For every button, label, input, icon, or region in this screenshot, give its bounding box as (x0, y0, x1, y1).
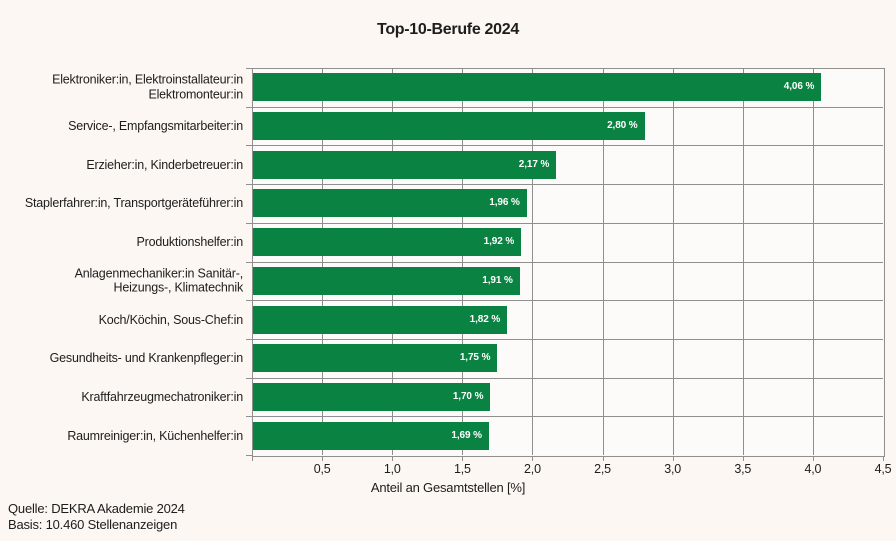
bar-value-label: 1,96 % (489, 197, 520, 209)
bar-value-label: 1,92 % (483, 236, 515, 248)
category-label: Raumreiniger:in, Küchenhelfer:in (67, 428, 243, 443)
gridline-horizontal (252, 377, 883, 379)
bar-value-label: 2,17 % (518, 158, 550, 170)
bar-value-label: 1,82 % (469, 313, 501, 325)
x-tick-mark (322, 456, 324, 461)
gridline-horizontal (252, 145, 883, 147)
category-label: Gesundheits- und Krankenpfleger:in (49, 351, 244, 365)
x-tick-mark (462, 456, 464, 461)
y-tick-mark (246, 416, 252, 418)
bar-value-label: 1,91 % (482, 274, 513, 286)
x-tick-mark (812, 456, 814, 461)
x-tick-mark (883, 456, 884, 461)
chart-title: Top-10-Berufe 2024 (377, 21, 519, 38)
category-label: Kraftfahrzeugmechatroniker:in (81, 389, 243, 404)
bar: 1,69 % (252, 421, 489, 450)
y-tick-mark (246, 68, 252, 69)
x-tick-label: 2,0 (524, 462, 541, 476)
bar: 1,92 % (252, 228, 522, 257)
source-line: Basis: 10.460 Stellenanzeigen (8, 517, 178, 532)
category-label: Staplerfahrer:in, Transportgeräteführer:… (24, 196, 243, 211)
bar: 1,96 % (252, 189, 527, 218)
bar: 2,17 % (252, 150, 557, 179)
gridline-horizontal (252, 222, 883, 224)
x-tick-mark (672, 456, 674, 461)
y-tick-mark (246, 261, 252, 263)
x-tick-label: 1,5 (453, 462, 471, 476)
x-tick-mark (252, 456, 253, 461)
y-tick-mark (246, 184, 252, 186)
bar: 1,82 % (252, 305, 508, 334)
x-tick-label: 0,5 (313, 462, 331, 476)
bar-value-label: 1,70 % (452, 390, 484, 402)
category-label: Service-, Empfangsmitarbeiter:in (68, 118, 243, 133)
y-tick-mark (246, 145, 252, 147)
category-label: Erzieher:in, Kinderbetreuer:in (86, 157, 243, 172)
bar-value-label: 2,80 % (607, 120, 638, 132)
x-tick-label: 3,5 (734, 462, 752, 476)
category-label: Elektroniker:in, Elektroinstallateur:in … (52, 72, 243, 102)
source-line: Quelle: DEKRA Akademie 2024 (8, 501, 185, 516)
bar-value-label: 1,75 % (459, 352, 491, 364)
category-label: Koch/Köchin, Sous-Chef:in (98, 312, 244, 327)
x-tick-mark (532, 456, 534, 461)
x-tick-label: 2,5 (594, 462, 611, 476)
bar-value-label: 4,06 % (783, 81, 815, 93)
y-tick-mark (246, 106, 252, 108)
x-tick-mark (602, 456, 604, 461)
gridline-horizontal (252, 338, 883, 340)
x-tick-label: 4,0 (804, 462, 822, 476)
bar: 4,06 % (252, 73, 822, 102)
gridline-horizontal (252, 416, 883, 418)
gridline-horizontal (252, 184, 883, 186)
y-tick-mark (246, 377, 252, 379)
y-tick-mark (246, 222, 252, 224)
gridline-horizontal (252, 300, 883, 302)
gridline-horizontal (252, 261, 883, 263)
x-axis-label: Anteil an Gesamtstellen [%] (370, 480, 526, 495)
x-tick-mark (392, 456, 394, 461)
gridline-horizontal (252, 106, 883, 108)
bar: 1,75 % (252, 344, 498, 373)
y-tick-mark (246, 338, 252, 340)
category-label: Anlagenmechaniker:in Sanitär-, Heizungs-… (74, 266, 244, 295)
bar: 2,80 % (252, 112, 645, 141)
x-tick-mark (742, 456, 744, 461)
source-note: Quelle: DEKRA Akademie 2024 Basis: 10.46… (8, 501, 185, 533)
x-tick-label: 4,5 (874, 462, 892, 476)
y-tick-mark (246, 455, 252, 456)
bar: 1,91 % (252, 266, 520, 295)
x-tick-label: 3,0 (664, 462, 682, 476)
category-label: Produktionshelfer:in (136, 234, 244, 249)
bar: 1,70 % (252, 382, 491, 411)
x-tick-label: 1,0 (383, 462, 401, 476)
y-tick-mark (246, 300, 252, 302)
bar-value-label: 1,69 % (451, 429, 482, 441)
